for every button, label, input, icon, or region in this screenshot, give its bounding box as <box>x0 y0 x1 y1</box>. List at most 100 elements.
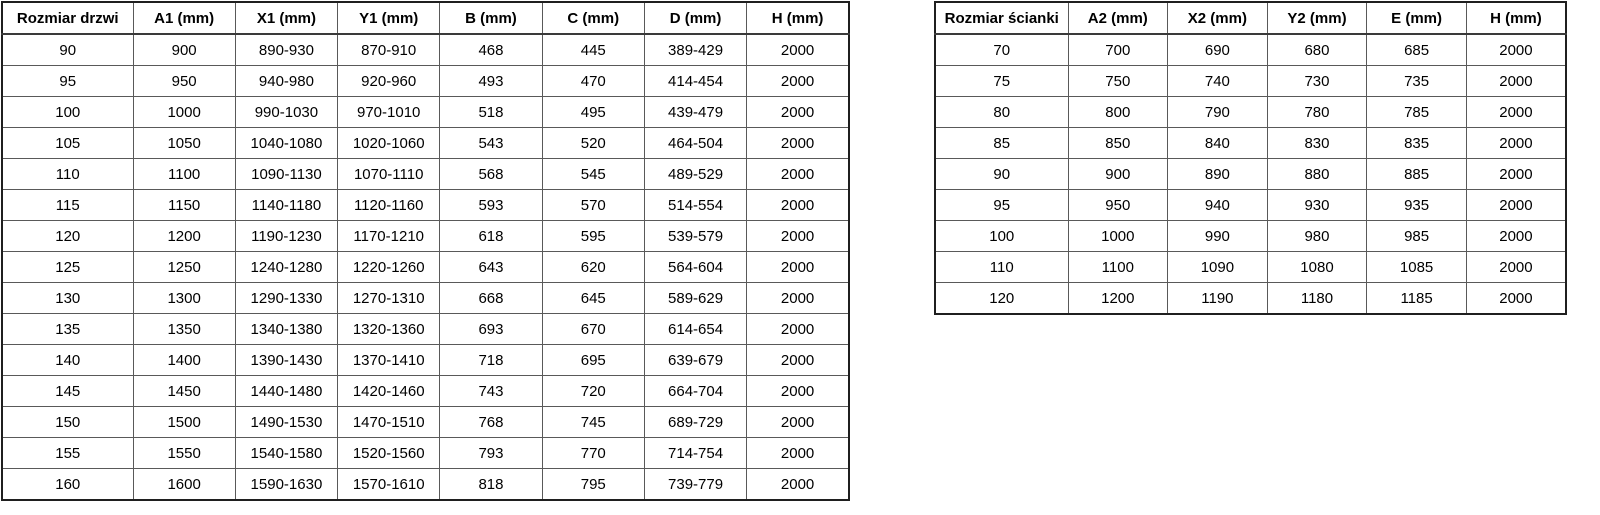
column-header: Y1 (mm) <box>337 1 441 35</box>
table-row: 155 1550 1540-1580 1520-1560 793 770 714-754 20… <box>1 437 850 469</box>
table-cell: 1170-1210 <box>337 220 441 252</box>
table-cell: 1085 <box>1366 251 1467 283</box>
table-cell: 470 <box>541 65 645 97</box>
table-cell: 2000 <box>1465 189 1567 221</box>
table-cell: 830 <box>1266 127 1368 159</box>
column-header: H (mm) <box>746 1 850 35</box>
table-cell: 445 <box>541 33 645 66</box>
table-cell: 743 <box>439 375 543 407</box>
table-cell: 720 <box>541 375 645 407</box>
table-cell: 840 <box>1167 127 1268 159</box>
table-cell: 2000 <box>1465 220 1567 252</box>
table-cell: 1020-1060 <box>337 127 441 159</box>
table-cell: 735 <box>1366 65 1467 97</box>
table-cell: 2000 <box>1465 96 1567 128</box>
table-cell: 950 <box>132 65 236 97</box>
table-cell: 110 <box>1 158 134 190</box>
table-cell: 985 <box>1366 220 1467 252</box>
table-cell: 714-754 <box>643 437 748 469</box>
table-cell: 750 <box>1067 65 1169 97</box>
table-cell: 1000 <box>132 96 236 128</box>
table-cell: 1570-1610 <box>337 468 441 501</box>
table-cell: 520 <box>541 127 645 159</box>
table-row: 115 1150 1140-1180 1120-1160 593 570 514-554 20… <box>1 189 850 221</box>
table-cell: 990 <box>1167 220 1268 252</box>
table-cell: 695 <box>541 344 645 376</box>
table-cell: 780 <box>1266 96 1368 128</box>
table-cell: 1490-1530 <box>234 406 339 438</box>
table-cell: 940-980 <box>234 65 339 97</box>
table-cell: 770 <box>541 437 645 469</box>
table-cell: 100 <box>1 96 134 128</box>
table-cell: 160 <box>1 468 134 501</box>
table-cell: 1190 <box>1167 282 1268 315</box>
door-size-table: Rozmiar drzwi A1 (mm) X1 (mm) Y1 (mm) B (mm)… <box>1 1 850 501</box>
table-row: 100 1000 990 980 985 2000 <box>934 220 1567 252</box>
table-cell: 1040-1080 <box>234 127 339 159</box>
table-cell: 489-529 <box>643 158 748 190</box>
table-cell: 110 <box>934 251 1069 283</box>
table-cell: 718 <box>439 344 543 376</box>
table-cell: 2000 <box>746 220 850 252</box>
table-cell: 1600 <box>132 468 236 501</box>
table-cell: 120 <box>934 282 1069 315</box>
table-cell: 2000 <box>746 344 850 376</box>
table-cell: 140 <box>1 344 134 376</box>
table-cell: 595 <box>541 220 645 252</box>
table-cell: 689-729 <box>643 406 748 438</box>
table-cell: 1470-1510 <box>337 406 441 438</box>
table-cell: 2000 <box>746 65 850 97</box>
table-cell: 1190-1230 <box>234 220 339 252</box>
table-cell: 785 <box>1366 96 1467 128</box>
table-cell: 2000 <box>746 406 850 438</box>
table-cell: 990-1030 <box>234 96 339 128</box>
header-row: Rozmiar drzwi A1 (mm) X1 (mm) Y1 (mm) B (mm)… <box>1 1 850 35</box>
table-cell: 130 <box>1 282 134 314</box>
table-row: 85 850 840 830 835 2000 <box>934 127 1567 159</box>
column-header: Rozmiar drzwi <box>1 1 134 35</box>
table-cell: 900 <box>1067 158 1169 190</box>
table-cell: 1000 <box>1067 220 1169 252</box>
table-cell: 1140-1180 <box>234 189 339 221</box>
table-cell: 1340-1380 <box>234 313 339 345</box>
table-cell: 1300 <box>132 282 236 314</box>
table-cell: 614-654 <box>643 313 748 345</box>
table-cell: 795 <box>541 468 645 501</box>
table-cell: 890-930 <box>234 33 339 66</box>
table-cell: 593 <box>439 189 543 221</box>
table-cell: 1080 <box>1266 251 1368 283</box>
table-row: 80 800 790 780 785 2000 <box>934 96 1567 128</box>
table-cell: 745 <box>541 406 645 438</box>
table-row: 70 700 690 680 685 2000 <box>934 33 1567 66</box>
table-cell: 835 <box>1366 127 1467 159</box>
table-cell: 1590-1630 <box>234 468 339 501</box>
table-cell: 668 <box>439 282 543 314</box>
table-row: 140 1400 1390-1430 1370-1410 718 695 639-679 20… <box>1 344 850 376</box>
table-cell: 2000 <box>746 96 850 128</box>
table-cell: 2000 <box>1465 282 1567 315</box>
table-cell: 468 <box>439 33 543 66</box>
table-cell: 618 <box>439 220 543 252</box>
table-cell: 1540-1580 <box>234 437 339 469</box>
table-cell: 2000 <box>1465 127 1567 159</box>
table-cell: 1120-1160 <box>337 189 441 221</box>
table-cell: 2000 <box>746 251 850 283</box>
table-cell: 1370-1410 <box>337 344 441 376</box>
column-header: X2 (mm) <box>1167 1 1268 35</box>
table-cell: 90 <box>1 33 134 66</box>
table-row: 90 900 890 880 885 2000 <box>934 158 1567 190</box>
column-header: D (mm) <box>643 1 748 35</box>
table-cell: 1390-1430 <box>234 344 339 376</box>
column-header: X1 (mm) <box>234 1 339 35</box>
table-cell: 818 <box>439 468 543 501</box>
table-cell: 1090-1130 <box>234 158 339 190</box>
table-cell: 150 <box>1 406 134 438</box>
table-row: 95 950 940 930 935 2000 <box>934 189 1567 221</box>
table-cell: 539-579 <box>643 220 748 252</box>
table-row: 95 950 940-980 920-960 493 470 414-454 2000 <box>1 65 850 97</box>
table-cell: 95 <box>934 189 1069 221</box>
table-cell: 1220-1260 <box>337 251 441 283</box>
table-cell: 793 <box>439 437 543 469</box>
table-cell: 930 <box>1266 189 1368 221</box>
table-cell: 870-910 <box>337 33 441 66</box>
